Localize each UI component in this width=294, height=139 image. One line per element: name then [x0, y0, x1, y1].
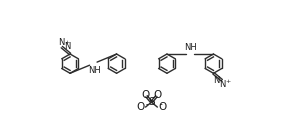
Text: -: -: [160, 100, 163, 109]
Text: O: O: [136, 102, 145, 112]
Text: NH: NH: [88, 66, 101, 75]
Text: NH: NH: [184, 43, 197, 52]
Text: +: +: [64, 40, 69, 45]
Text: S: S: [148, 97, 155, 107]
Text: O: O: [158, 102, 166, 112]
Text: O: O: [153, 90, 161, 100]
Text: O: O: [142, 90, 150, 100]
Text: +: +: [225, 79, 230, 84]
Text: N: N: [64, 42, 70, 51]
Text: N: N: [58, 38, 65, 47]
Text: N: N: [213, 76, 220, 85]
Text: -: -: [146, 100, 149, 109]
Text: N: N: [219, 80, 225, 89]
